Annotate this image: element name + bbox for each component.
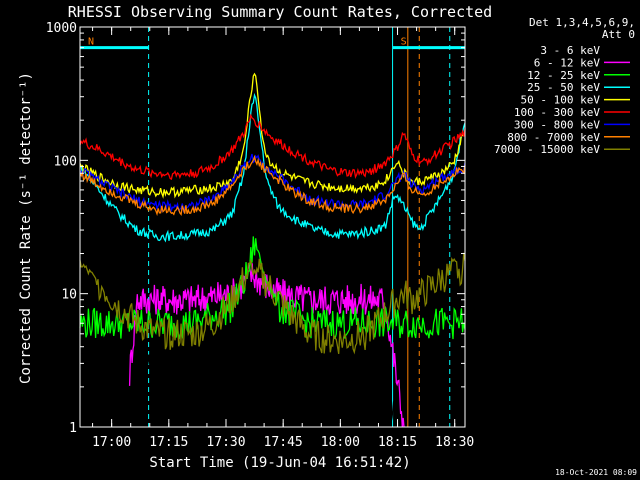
- legend-label-8: 7000 - 15000 keV: [494, 143, 600, 156]
- annotation-label-0: N: [88, 37, 94, 48]
- legend-header-2: Att 0: [602, 28, 635, 41]
- series-3: [79, 92, 466, 243]
- y-tick-label-3: 1000: [46, 21, 77, 36]
- series-2: [79, 236, 466, 340]
- series-4: [79, 72, 466, 199]
- legend-label-5: 100 - 300 keV: [514, 106, 600, 119]
- axes: 17:00 17:15 17:30 17:45 18:00 18:15 18:30 1 10 10…: [46, 21, 475, 450]
- plot-frame: [79, 26, 466, 428]
- series-5: [79, 113, 466, 181]
- annotation-label-1: S: [401, 37, 407, 48]
- x-tick-label-5: 18:15: [378, 435, 417, 450]
- y-tick-label-0: 1: [69, 421, 77, 436]
- x-tick-label-2: 17:30: [206, 435, 245, 450]
- footer-timestamp: 18-Oct-2021 08:09: [555, 468, 637, 477]
- y-tick-label-1: 10: [61, 288, 77, 303]
- legend-label-7: 800 - 7000 keV: [507, 131, 600, 144]
- legend-label-3: 25 - 50 keV: [527, 81, 600, 94]
- x-axis-label: Start Time (19-Jun-04 16:51:42): [149, 455, 410, 471]
- x-tick-label-0: 17:00: [92, 435, 131, 450]
- legend-header: Det 1,3,4,5,6,9,: [529, 16, 635, 29]
- series-1: [128, 262, 405, 428]
- legend-label-4: 50 - 100 keV: [521, 94, 601, 107]
- legend-label-6: 300 - 800 keV: [514, 118, 600, 131]
- y-tick-label-2: 100: [54, 154, 77, 169]
- y-axis-label: Corrected Count Rate (s⁻¹ detector⁻¹): [18, 72, 34, 384]
- legend-label-0: 3 - 6 keV: [540, 44, 600, 57]
- legend-label-1: 6 - 12 keV: [534, 56, 601, 69]
- series-8: [79, 252, 466, 355]
- x-tick-label-4: 18:00: [321, 435, 360, 450]
- x-tick-label-1: 17:15: [149, 435, 188, 450]
- series-6: [79, 153, 466, 214]
- x-tick-label-6: 18:30: [435, 435, 474, 450]
- series-0: [136, 291, 401, 429]
- legend-label-2: 12 - 25 keV: [527, 69, 600, 82]
- x-tick-label-3: 17:45: [264, 435, 303, 450]
- chart-title: RHESSI Observing Summary Count Rates, Co…: [68, 3, 492, 21]
- series-7: [79, 154, 466, 217]
